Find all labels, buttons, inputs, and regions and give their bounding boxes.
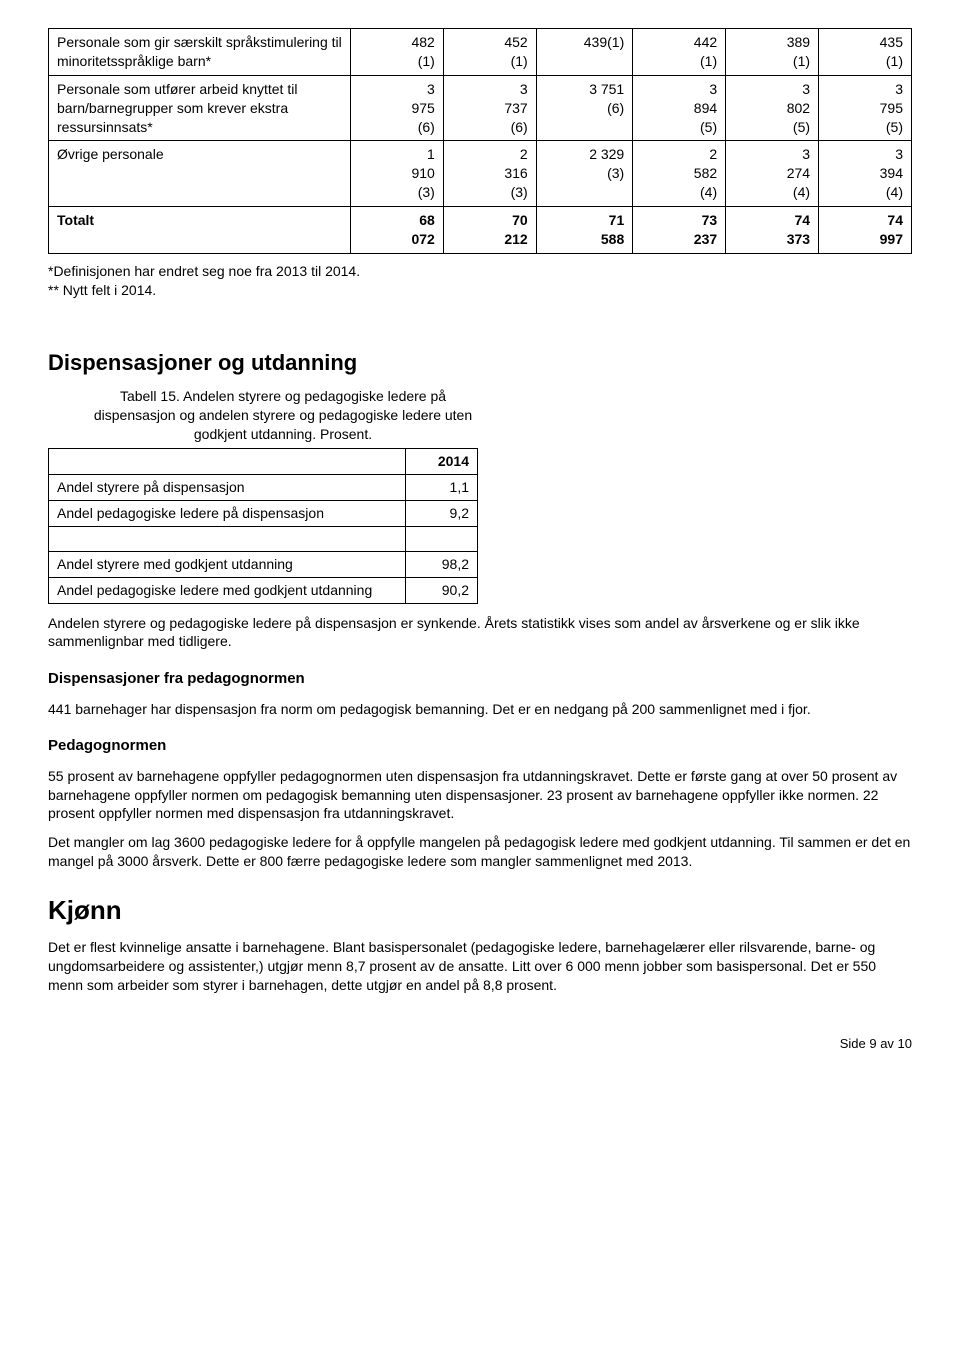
table2-row-label: Andel pedagogiske ledere på dispensasjon [49, 500, 406, 526]
table-row-label: Personale som utfører arbeid knyttet til… [49, 75, 351, 141]
table-cell: 435 (1) [819, 29, 912, 76]
table2-row-label: Andel pedagogiske ledere med godkjent ut… [49, 577, 406, 603]
table-cell: 3 274 (4) [726, 141, 819, 207]
dispensasjon-table: 2014 Andel styrere på dispensasjon 1,1 A… [48, 448, 478, 603]
paragraph-55: 55 prosent av barnehagene oppfyller peda… [48, 767, 912, 824]
section-dispensasjoner-title: Dispensasjoner og utdanning [48, 348, 912, 378]
footnote-2: ** Nytt felt i 2014. [48, 281, 912, 300]
table2-spacer [406, 526, 478, 551]
table-cell: 68 072 [350, 207, 443, 254]
table2-row-value: 90,2 [406, 577, 478, 603]
table2-header-blank [49, 449, 406, 475]
table-cell: 1 910 (3) [350, 141, 443, 207]
table-footnotes: *Definisjonen har endret seg noe fra 201… [48, 262, 912, 300]
table-cell: 2 329 (3) [536, 141, 633, 207]
table2-row-label: Andel styrere på dispensasjon [49, 474, 406, 500]
table-cell: 2 582 (4) [633, 141, 726, 207]
table-cell: 452 (1) [443, 29, 536, 76]
paragraph-kjonn: Det er flest kvinnelige ansatte i barneh… [48, 938, 912, 995]
table2-row-value: 9,2 [406, 500, 478, 526]
table-cell: 3 751 (6) [536, 75, 633, 141]
paragraph-synkende: Andelen styrere og pedagogiske ledere på… [48, 614, 912, 652]
paragraph-441: 441 barnehager har dispensasjon fra norm… [48, 700, 912, 719]
table-cell: 389 (1) [726, 29, 819, 76]
table-cell: 70 212 [443, 207, 536, 254]
table2-spacer [49, 526, 406, 551]
table-row-label: Personale som gir særskilt språkstimuler… [49, 29, 351, 76]
table-cell: 3 802 (5) [726, 75, 819, 141]
table2-row-value: 1,1 [406, 474, 478, 500]
table2-header-year: 2014 [406, 449, 478, 475]
table-cell: 3 737 (6) [443, 75, 536, 141]
table-cell: 482 (1) [350, 29, 443, 76]
section-kjonn-title: Kjønn [48, 893, 912, 928]
footnote-1: *Definisjonen har endret seg noe fra 201… [48, 262, 912, 281]
table-cell: 3 394 (4) [819, 141, 912, 207]
table-cell: 74 997 [819, 207, 912, 254]
table-cell: 3 975 (6) [350, 75, 443, 141]
staff-table: Personale som gir særskilt språkstimuler… [48, 28, 912, 254]
table-row-label: Totalt [49, 207, 351, 254]
table-cell: 3 795 (5) [819, 75, 912, 141]
page-footer: Side 9 av 10 [48, 1035, 912, 1053]
table-cell: 73 237 [633, 207, 726, 254]
table-cell: 439(1) [536, 29, 633, 76]
table-cell: 442 (1) [633, 29, 726, 76]
subheading-pedagognormen: Pedagognormen [48, 736, 912, 756]
paragraph-3600: Det mangler om lag 3600 pedagogiske lede… [48, 833, 912, 871]
table2-row-label: Andel styrere med godkjent utdanning [49, 551, 406, 577]
subheading-disp-pedagognorm: Dispensasjoner fra pedagognormen [48, 669, 912, 689]
table-cell: 2 316 (3) [443, 141, 536, 207]
table-cell: 74 373 [726, 207, 819, 254]
table-cell: 3 894 (5) [633, 75, 726, 141]
table-row-label: Øvrige personale [49, 141, 351, 207]
table2-row-value: 98,2 [406, 551, 478, 577]
table-cell: 71 588 [536, 207, 633, 254]
table2-caption: Tabell 15. Andelen styrere og pedagogisk… [48, 387, 478, 444]
